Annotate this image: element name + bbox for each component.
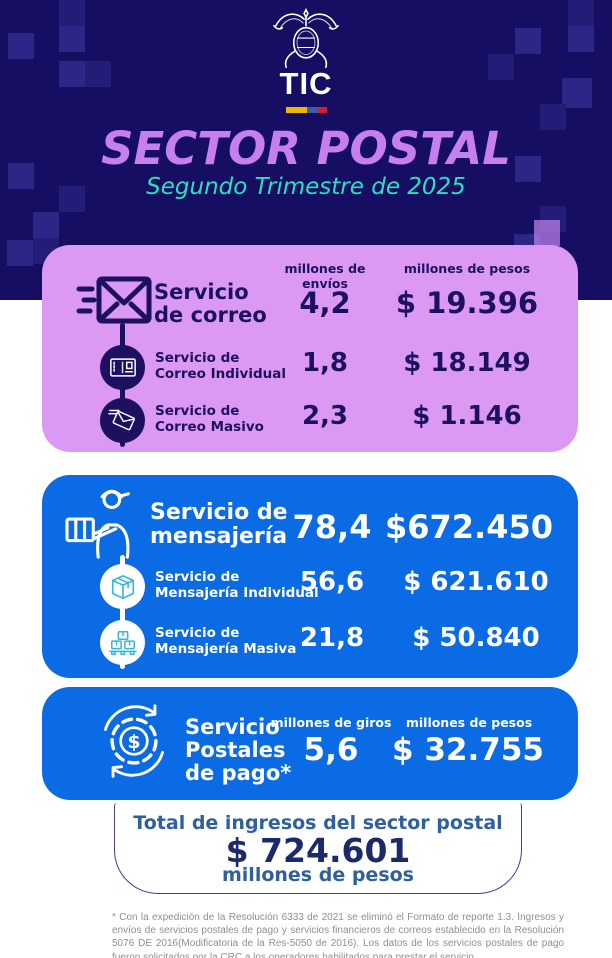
mass-mail-icon xyxy=(108,409,135,431)
card-servicio-de-correo: Servicio de correo millones de envíos mi… xyxy=(42,245,578,452)
package-icon xyxy=(111,574,134,599)
page-title: SECTOR POSTAL xyxy=(101,122,511,175)
icon-badge xyxy=(100,398,145,443)
total-title: Total de ingresos del sector postal xyxy=(133,812,503,834)
icon-badge xyxy=(100,620,145,665)
courier-icon xyxy=(65,489,130,559)
row-label: Servicio de Correo Individual xyxy=(155,350,286,382)
colombia-crest-icon xyxy=(273,7,339,69)
row-label: Servicio de Mensajería Masiva xyxy=(155,625,297,657)
total-unit: millones de pesos xyxy=(222,864,414,886)
row-pesos-value: $ 1.146 xyxy=(412,401,522,431)
pallet-icon xyxy=(108,630,137,655)
card-title: Servicio Postales de pago* xyxy=(185,715,292,786)
total-amount: $ 724.601 xyxy=(225,831,411,870)
correo-pesos-value: $ 19.396 xyxy=(395,286,539,320)
timeline-connector xyxy=(120,555,125,669)
row-envios-value: 21,8 xyxy=(299,623,365,653)
svg-text:$: $ xyxy=(127,731,140,753)
tic-logo-text: TIC xyxy=(279,66,333,101)
card-title: Servicio de correo xyxy=(154,280,267,328)
row-pesos-value: $ 18.149 xyxy=(403,348,531,378)
column-header-envios: millones de envíos xyxy=(284,261,366,291)
mensajeria-pesos-value: $672.450 xyxy=(384,508,553,546)
card-servicio-de-mensajeria: Servicio de mensajería 78,4 $672.450 Ser… xyxy=(42,475,578,678)
row-envios-value: 2,3 xyxy=(301,401,349,431)
postcard-icon xyxy=(109,358,136,377)
column-header-pesos: millones de pesos xyxy=(405,715,533,730)
icon-badge xyxy=(100,564,145,609)
giros-value: 5,6 xyxy=(303,732,359,768)
payment-cycle-icon: $ xyxy=(104,704,164,778)
row-envios-value: 1,8 xyxy=(301,348,349,378)
column-header-giros: millones de giros xyxy=(270,715,392,730)
footnote: * Con la expedición de la Resolución 633… xyxy=(112,912,564,958)
row-label: Servicio de Correo Masivo xyxy=(155,403,264,435)
speed-mail-icon xyxy=(76,276,152,324)
card-title: Servicio de mensajería xyxy=(150,500,288,550)
correo-envios-value: 4,2 xyxy=(299,286,351,320)
colombia-flag-bar xyxy=(286,107,327,113)
row-pesos-value: $ 621.610 xyxy=(403,567,549,597)
row-envios-value: 56,6 xyxy=(299,567,365,597)
icon-badge xyxy=(100,345,145,390)
row-label: Servicio de Mensajería Individual xyxy=(155,569,319,601)
page-subtitle: Segundo Trimestre de 2025 xyxy=(146,174,466,200)
giros-pesos-value: $ 32.755 xyxy=(392,732,544,768)
mensajeria-envios-value: 78,4 xyxy=(292,508,372,546)
card-servicio-postales-de-pago: $ Servicio Postales de pago* millones de… xyxy=(42,687,578,800)
column-header-pesos: millones de pesos xyxy=(403,261,531,276)
total-ingresos-box: Total de ingresos del sector postal $ 72… xyxy=(114,803,522,894)
row-pesos-value: $ 50.840 xyxy=(412,623,540,653)
